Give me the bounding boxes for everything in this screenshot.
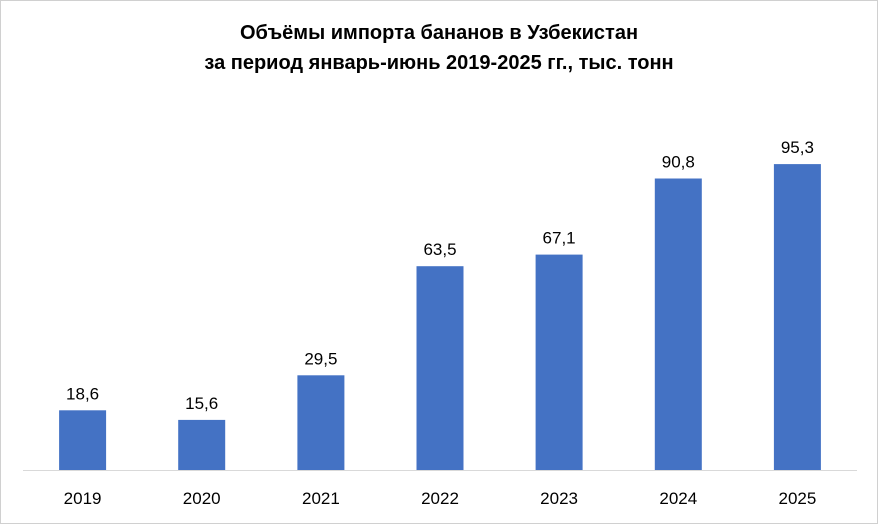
chart-title-line-2: за период январь-июнь 2019-2025 гг., тыс… [204, 52, 674, 74]
x-tick-label-2022: 2022 [421, 489, 459, 508]
x-tick-label-2024: 2024 [659, 489, 697, 508]
bar-2022 [416, 266, 464, 470]
bar-2020 [178, 419, 226, 470]
x-tick-label-2020: 2020 [183, 489, 221, 508]
data-label-2024: 90,8 [662, 153, 695, 172]
data-label-2023: 67,1 [543, 229, 576, 248]
data-label-2022: 63,5 [423, 240, 456, 259]
chart-title: Объёмы импорта бананов в Узбекистан за п… [1, 18, 877, 78]
x-tick-label-2025: 2025 [778, 489, 816, 508]
x-tick-label-2021: 2021 [302, 489, 340, 508]
data-label-2021: 29,5 [304, 349, 337, 368]
bars-group [59, 164, 821, 470]
data-label-2025: 95,3 [781, 138, 814, 157]
x-tick-label-2019: 2019 [64, 489, 102, 508]
bar-2024 [654, 178, 702, 470]
value-labels-group: 18,6 15,6 29,5 63,5 67,1 90,8 95,3 [66, 138, 814, 413]
bar-2025 [773, 164, 821, 470]
x-tick-labels-group: 2019 2020 2021 2022 2023 2024 2025 [64, 489, 817, 508]
data-label-2020: 15,6 [185, 394, 218, 413]
chart-title-line-1: Объёмы импорта бананов в Узбекистан [239, 22, 639, 44]
data-label-2019: 18,6 [66, 384, 99, 403]
x-tick-label-2023: 2023 [540, 489, 578, 508]
bar-2021 [297, 375, 345, 470]
bar-2023 [535, 254, 583, 470]
bar-2019 [59, 410, 107, 470]
